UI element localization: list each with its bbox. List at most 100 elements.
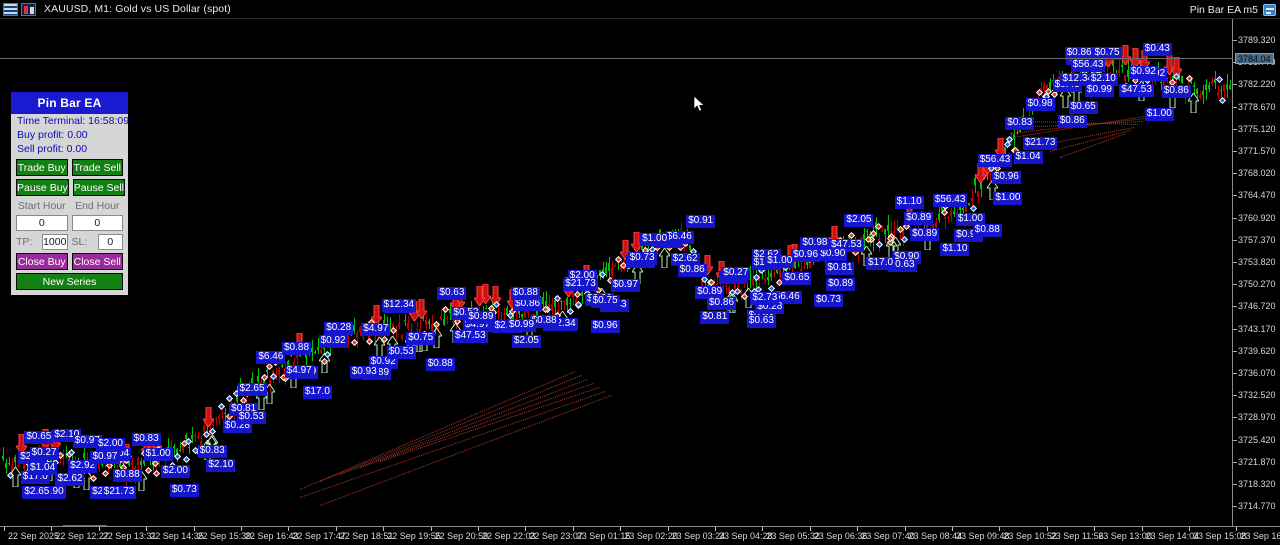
time-axis[interactable]: 22 Sep 2025 22 Sep 12:27 22 Sep 13:31 22 Se… [0,526,1280,545]
pause-sell-button[interactable]: Pause Sell [72,179,125,196]
candle-body [296,352,298,358]
price-tick: 3757.370 [1233,235,1276,246]
candle-body [509,318,511,320]
candle-body [443,318,445,326]
start-hour-input[interactable]: 0 [16,215,68,231]
time-tick: 22 Sep 17:47 [288,527,346,542]
candle-wick [1041,82,1042,96]
candle-body [1160,82,1162,84]
sl-input[interactable]: 0 [97,234,123,250]
profit-label: $4.97 [361,323,391,337]
time-tick: 23 Sep 03:24 [667,527,725,542]
end-hour-input[interactable]: 0 [71,215,123,231]
price-tick: 3789.320 [1233,35,1276,46]
candle-wick [357,329,358,348]
candle-wick [1200,90,1201,99]
pause-buy-button[interactable]: Pause Buy [16,179,69,196]
close-buy-button[interactable]: Close Buy [16,253,68,270]
profit-label: $1.00 [1144,107,1174,121]
profit-label: $1.04 [28,462,58,476]
profit-label: $0.89 [466,311,496,325]
candle-body [740,289,742,295]
candle-wick [786,264,787,279]
candle-wick [411,323,412,340]
price-tick: 3753.820 [1233,257,1276,268]
profit-label: $0.97 [72,434,102,448]
candle-body [281,365,283,367]
candle-body [221,415,223,417]
candle-body [1046,85,1048,90]
profit-label: $0.86 [677,263,707,277]
time-tick: 22 Sep 16:43 [241,527,299,542]
profit-label: $12.34 [1060,72,1095,86]
candle-body [1181,76,1183,83]
candle-wick [954,201,955,218]
buy-arrow-icon [386,335,398,356]
profit-label: $0.89 [695,286,725,300]
open-buy-button[interactable]: Open Buy [4,525,63,526]
candle-wick [768,267,769,286]
profit-label: $0.83 [131,432,161,446]
candle-body [2,456,4,460]
candle-wick [321,344,322,354]
candle-body [521,314,523,317]
candle-body [680,229,682,231]
price-tick: 3725.420 [1233,435,1276,446]
profit-label: $0.96 [991,171,1021,185]
chart-symbol-title: XAUUSD, M1: Gold vs US Dollar (spot) [44,3,231,15]
candle-wick [231,398,232,403]
profit-label: $0.86 [1064,46,1094,60]
chart-canvas[interactable]: $0.53$2.73$0.96$0.90$1.04$0.63$0.88$0.89… [0,19,1232,526]
open-order-bar: Open Buy 0.01 Open Sell [4,525,165,526]
trend-line [300,391,606,498]
open-sell-button[interactable]: Open Sell [106,525,165,526]
market-watch-icon[interactable] [3,2,18,16]
candle-body [575,298,577,304]
smiley-ea-icon[interactable] [1263,3,1276,16]
candle-body [941,207,943,212]
candle-body [440,315,442,319]
new-series-button[interactable]: New Series [16,273,123,290]
candle-wick [246,389,247,405]
profit-label: $0.73 [169,483,199,497]
profit-label: $0.97 [610,279,640,293]
time-tick: 22 Sep 22:03 [478,527,536,542]
candle-wick [639,246,640,258]
candle-body [404,320,406,322]
candle-body [542,297,544,304]
buy-arrow-icon [207,434,219,455]
profit-label: $2.65 [22,486,52,499]
profit-label: $0.88 [281,341,312,355]
candle-wick [1224,83,1225,101]
time-tick: 23 Sep 06:36 [809,527,867,542]
candle-body [1226,83,1228,90]
lot-size-input[interactable]: 0.01 [62,525,107,526]
price-axis[interactable]: 3789.3203785.7703782.2203778.6703775.120… [1232,19,1280,526]
buy-marker-icon [969,204,977,212]
candle-body [1043,83,1045,90]
profit-label: $0.98 [800,237,830,251]
close-sell-button[interactable]: Close Sell [71,253,123,270]
trade-buy-button[interactable]: Trade Buy [16,159,68,176]
candle-body [179,449,181,451]
time-tick: 23 Sep 11:56 [1046,527,1104,542]
candle-wick [801,259,802,273]
profit-label: $0.98 [1025,97,1055,111]
candle-body [236,396,238,401]
price-tick: 3775.120 [1233,124,1276,135]
sell-arrow-icon [489,285,501,306]
profit-label: $1.00 [765,255,795,269]
candle-body [86,458,88,460]
sell-arrow-icon [16,433,28,454]
candle-body [623,260,625,262]
profit-label: $0.88 [529,314,559,328]
candle-wick [306,350,307,366]
tp-input[interactable]: 1000 [42,234,68,250]
profit-label: $2.10 [206,459,236,473]
candle-body [428,320,430,325]
profit-label: $0.75 [1092,47,1122,61]
candle-wick [1176,79,1177,90]
candle-body [260,381,262,383]
chart-window-icon[interactable] [21,2,36,16]
trade-sell-button[interactable]: Trade Sell [71,159,123,176]
